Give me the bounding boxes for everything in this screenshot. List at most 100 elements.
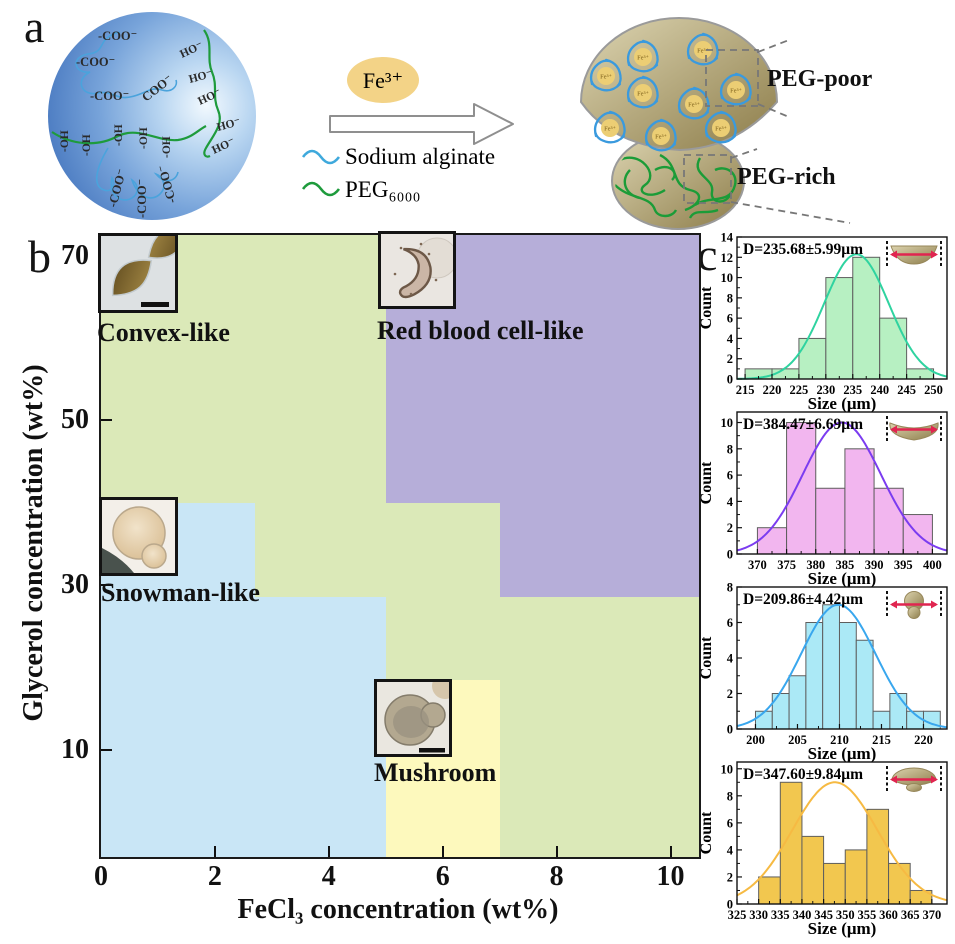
svg-text:220: 220: [914, 733, 933, 747]
svg-text:215: 215: [736, 383, 755, 397]
svg-text:380: 380: [806, 558, 825, 572]
snowman-region-label: Snowman-like: [101, 578, 260, 607]
ho-label: HO⁻: [216, 116, 242, 134]
oh-label: -OH: [161, 136, 173, 158]
y-tick-label: 70: [61, 239, 89, 271]
svg-text:8: 8: [727, 583, 733, 595]
x-tick-mark: [213, 846, 216, 857]
oh-label: -OH: [59, 130, 71, 152]
svg-text:355: 355: [858, 908, 877, 922]
svg-text:205: 205: [788, 733, 807, 747]
svg-text:245: 245: [897, 383, 916, 397]
convex-particle: [147, 236, 175, 259]
ho-label: HO⁻: [188, 68, 214, 86]
panel-a-letter: a: [24, 1, 45, 52]
fe-ion-label: Fe³⁺: [363, 68, 403, 93]
snowman-diameter-icon: [886, 591, 942, 619]
svg-text:Size (μm): Size (μm): [808, 744, 877, 763]
histogram-convex-size: 215 220 225 230 235 240 245 250 0 2 4 6 8 10 12 14 D=235…: [698, 231, 955, 413]
svg-text:325: 325: [728, 908, 747, 922]
oh-label: -OH: [138, 127, 150, 149]
svg-text:12: 12: [721, 251, 734, 265]
rbc-particle: [398, 247, 432, 299]
svg-text:345: 345: [814, 908, 833, 922]
svg-text:225: 225: [790, 383, 809, 397]
alginate-chain: [96, 147, 179, 201]
svg-text:235: 235: [843, 383, 862, 397]
oh-label: -OH: [81, 134, 93, 156]
svg-text:10: 10: [721, 762, 734, 776]
coo-label: -COO⁻: [135, 179, 149, 218]
svg-text:220: 220: [763, 383, 782, 397]
svg-text:365: 365: [901, 908, 920, 922]
panel-c-letter: c: [697, 229, 718, 280]
convex-diameter-icon: [886, 241, 942, 267]
svg-text:4: 4: [727, 332, 734, 346]
svg-text:8: 8: [727, 291, 733, 305]
coo-label: -COO⁻: [90, 89, 129, 103]
svg-text:200: 200: [746, 733, 765, 747]
svg-text:340: 340: [793, 908, 812, 922]
svg-text:2: 2: [727, 352, 733, 366]
svg-text:0: 0: [727, 548, 733, 562]
fe-ion-ellipse: [347, 57, 419, 103]
alginate-chain: [75, 31, 178, 99]
histogram-mushroom-size: 325 330 335 340 345 350 355 360 365 370 0 2 4 6 8 10 D=3…: [698, 758, 955, 938]
svg-text:Size (μm): Size (μm): [808, 394, 877, 413]
sodium-alginate-label: Sodium alginate: [345, 144, 495, 169]
photo-corner-shadow: [102, 548, 134, 573]
svg-text:215: 215: [872, 733, 891, 747]
x-tick-label: 10: [656, 861, 685, 892]
out-of-focus-droplet: [432, 682, 449, 699]
mushroom-region-label: Mushroom: [374, 758, 497, 787]
mushroom-inset-photo: [374, 679, 452, 757]
x-tick-mark: [555, 846, 558, 857]
svg-text:4: 4: [727, 652, 734, 666]
scale-bar: [419, 748, 445, 753]
svg-text:10: 10: [721, 271, 734, 285]
coo-label: -COO⁻: [76, 55, 115, 69]
peg-chain: [203, 29, 221, 158]
svg-text:370: 370: [748, 558, 767, 572]
svg-text:Size (μm): Size (μm): [808, 569, 877, 588]
svg-text:395: 395: [894, 558, 913, 572]
svg-text:6: 6: [727, 816, 733, 830]
svg-text:350: 350: [836, 908, 855, 922]
alginate-peg-droplet: [48, 12, 256, 220]
panel-b-letter: b: [28, 231, 51, 282]
svg-text:400: 400: [923, 558, 942, 572]
y-tick-mark: [101, 584, 112, 587]
svg-text:250: 250: [924, 383, 943, 397]
svg-text:Count: Count: [701, 286, 715, 329]
x-tick-label: 2: [207, 861, 222, 892]
mushroom-diameter-icon: [886, 766, 942, 792]
peg-rich-label: PEG-rich: [737, 164, 836, 190]
y-tick-label: 30: [61, 569, 89, 601]
region-red-blood-cell-like: [499, 502, 699, 598]
scale-bar: [141, 302, 169, 307]
particle-core: [393, 706, 429, 738]
svg-text:8: 8: [727, 442, 733, 456]
peg6000-line: [301, 181, 341, 197]
peg-rich-network: [615, 153, 737, 219]
x-tick-label: 6: [435, 861, 450, 892]
svg-text:Count: Count: [701, 461, 715, 504]
svg-text:360: 360: [879, 908, 898, 922]
svg-text:335: 335: [771, 908, 790, 922]
peg-chain: [51, 125, 207, 145]
convex-region-label: Convex-like: [97, 318, 230, 347]
panel-a-schematic: Fe³⁺ -COO⁻ -COO⁻ -COO⁻ COO⁻ HO⁻ HO⁻ HO⁻ …: [48, 12, 873, 230]
snowman-inset-photo: [99, 497, 178, 576]
svg-text:210: 210: [830, 733, 849, 747]
y-tick-mark: [101, 419, 112, 422]
svg-text:10: 10: [721, 416, 734, 430]
peg6000-label: PEG₆₀₀₀: [345, 177, 421, 202]
svg-text:2: 2: [727, 870, 733, 884]
peg-poor-leader: [757, 39, 790, 53]
oh-label: -OH: [113, 124, 125, 146]
peg-rich-leader: [730, 201, 851, 224]
speckles: [393, 242, 438, 296]
snowman-particle-head: [141, 543, 167, 569]
svg-text:390: 390: [865, 558, 884, 572]
